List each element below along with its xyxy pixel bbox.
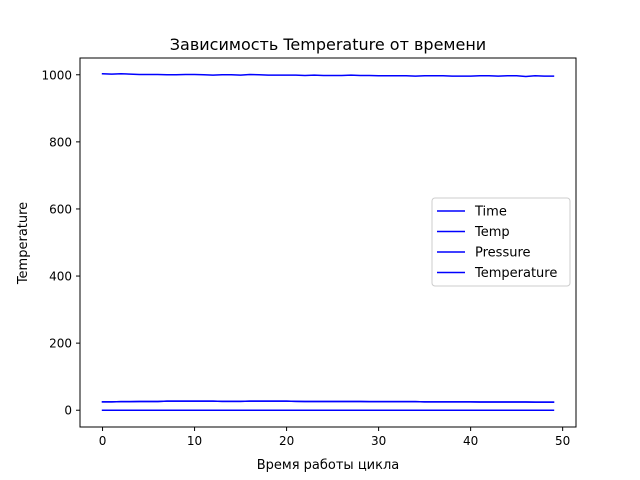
y-tick-label: 200 — [49, 337, 72, 351]
y-axis-label: Temperature — [16, 202, 31, 285]
series-layer — [101, 72, 555, 411]
y-axis: 0 200 400 600 800 1000 — [41, 68, 80, 418]
legend-label-3: Temperature — [474, 266, 557, 281]
series-line-3 — [101, 400, 555, 403]
plot-area-frame — [79, 57, 577, 428]
x-tick-label: 0 — [99, 434, 107, 448]
chart-title: Зависимость Temperature от времени — [170, 35, 486, 54]
y-tick-label: 0 — [64, 404, 72, 418]
x-tick-label: 50 — [555, 434, 570, 448]
series-line-2 — [101, 72, 555, 78]
legend-label-0: Time — [474, 205, 507, 220]
y-tick-label: 800 — [49, 135, 72, 149]
legend-label-1: Temp — [474, 225, 510, 240]
y-tick-label: 400 — [49, 270, 72, 284]
x-axis: 0 10 20 30 40 50 — [99, 427, 570, 448]
legend: Time Temp Pressure Temperature — [431, 197, 571, 287]
x-axis-label: Время работы цикла — [257, 458, 400, 473]
x-tick-label: 20 — [279, 434, 294, 448]
legend-box — [431, 197, 571, 287]
x-tick-label: 40 — [463, 434, 478, 448]
x-tick-label: 10 — [187, 434, 202, 448]
y-tick-label: 600 — [49, 202, 72, 216]
legend-label-2: Pressure — [475, 246, 531, 261]
x-tick-label: 30 — [371, 434, 386, 448]
y-tick-label: 1000 — [41, 68, 72, 82]
